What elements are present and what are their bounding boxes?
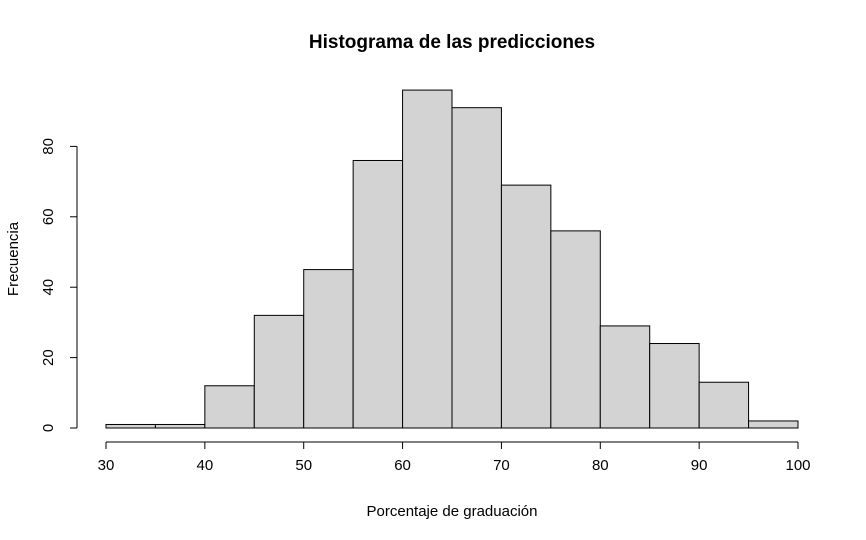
x-tick-label-50: 50 [295,457,312,474]
y-tick-label-60: 60 [40,208,57,225]
y-tick-label-0: 0 [40,424,57,432]
x-tick-label-100: 100 [785,457,810,474]
bar-65-70 [451,107,502,429]
x-axis: 30 40 50 60 70 80 90 100 [98,441,811,474]
bars-group [105,89,799,429]
y-axis-label: Frecuencia [5,221,22,296]
bar-60-65 [402,89,453,429]
x-tick-label-90: 90 [691,457,708,474]
x-axis-label: Porcentaje de graduación [367,503,538,520]
bar-45-50 [253,314,305,429]
x-tick-label-70: 70 [493,457,510,474]
x-tick-label-30: 30 [98,457,115,474]
bar-35-40 [154,423,206,429]
bar-40-45 [204,385,255,429]
y-tick-label-80: 80 [40,138,57,155]
x-tick-label-80: 80 [592,457,609,474]
x-tick-label-60: 60 [394,457,411,474]
y-tick-label-40: 40 [40,279,57,296]
y-tick-label-20: 20 [40,349,57,366]
bar-50-55 [303,269,354,429]
bar-30-35 [105,423,156,429]
bar-55-60 [352,159,404,429]
bar-90-95 [698,381,750,429]
bar-85-90 [649,343,700,429]
chart-title: Histograma de las predicciones [309,32,595,53]
y-axis: 0 20 40 60 80 [40,138,78,432]
bar-75-80 [550,230,601,429]
bar-80-85 [599,325,651,429]
bar-70-75 [500,184,552,429]
bar-95-100 [748,420,799,429]
x-tick-label-40: 40 [197,457,214,474]
